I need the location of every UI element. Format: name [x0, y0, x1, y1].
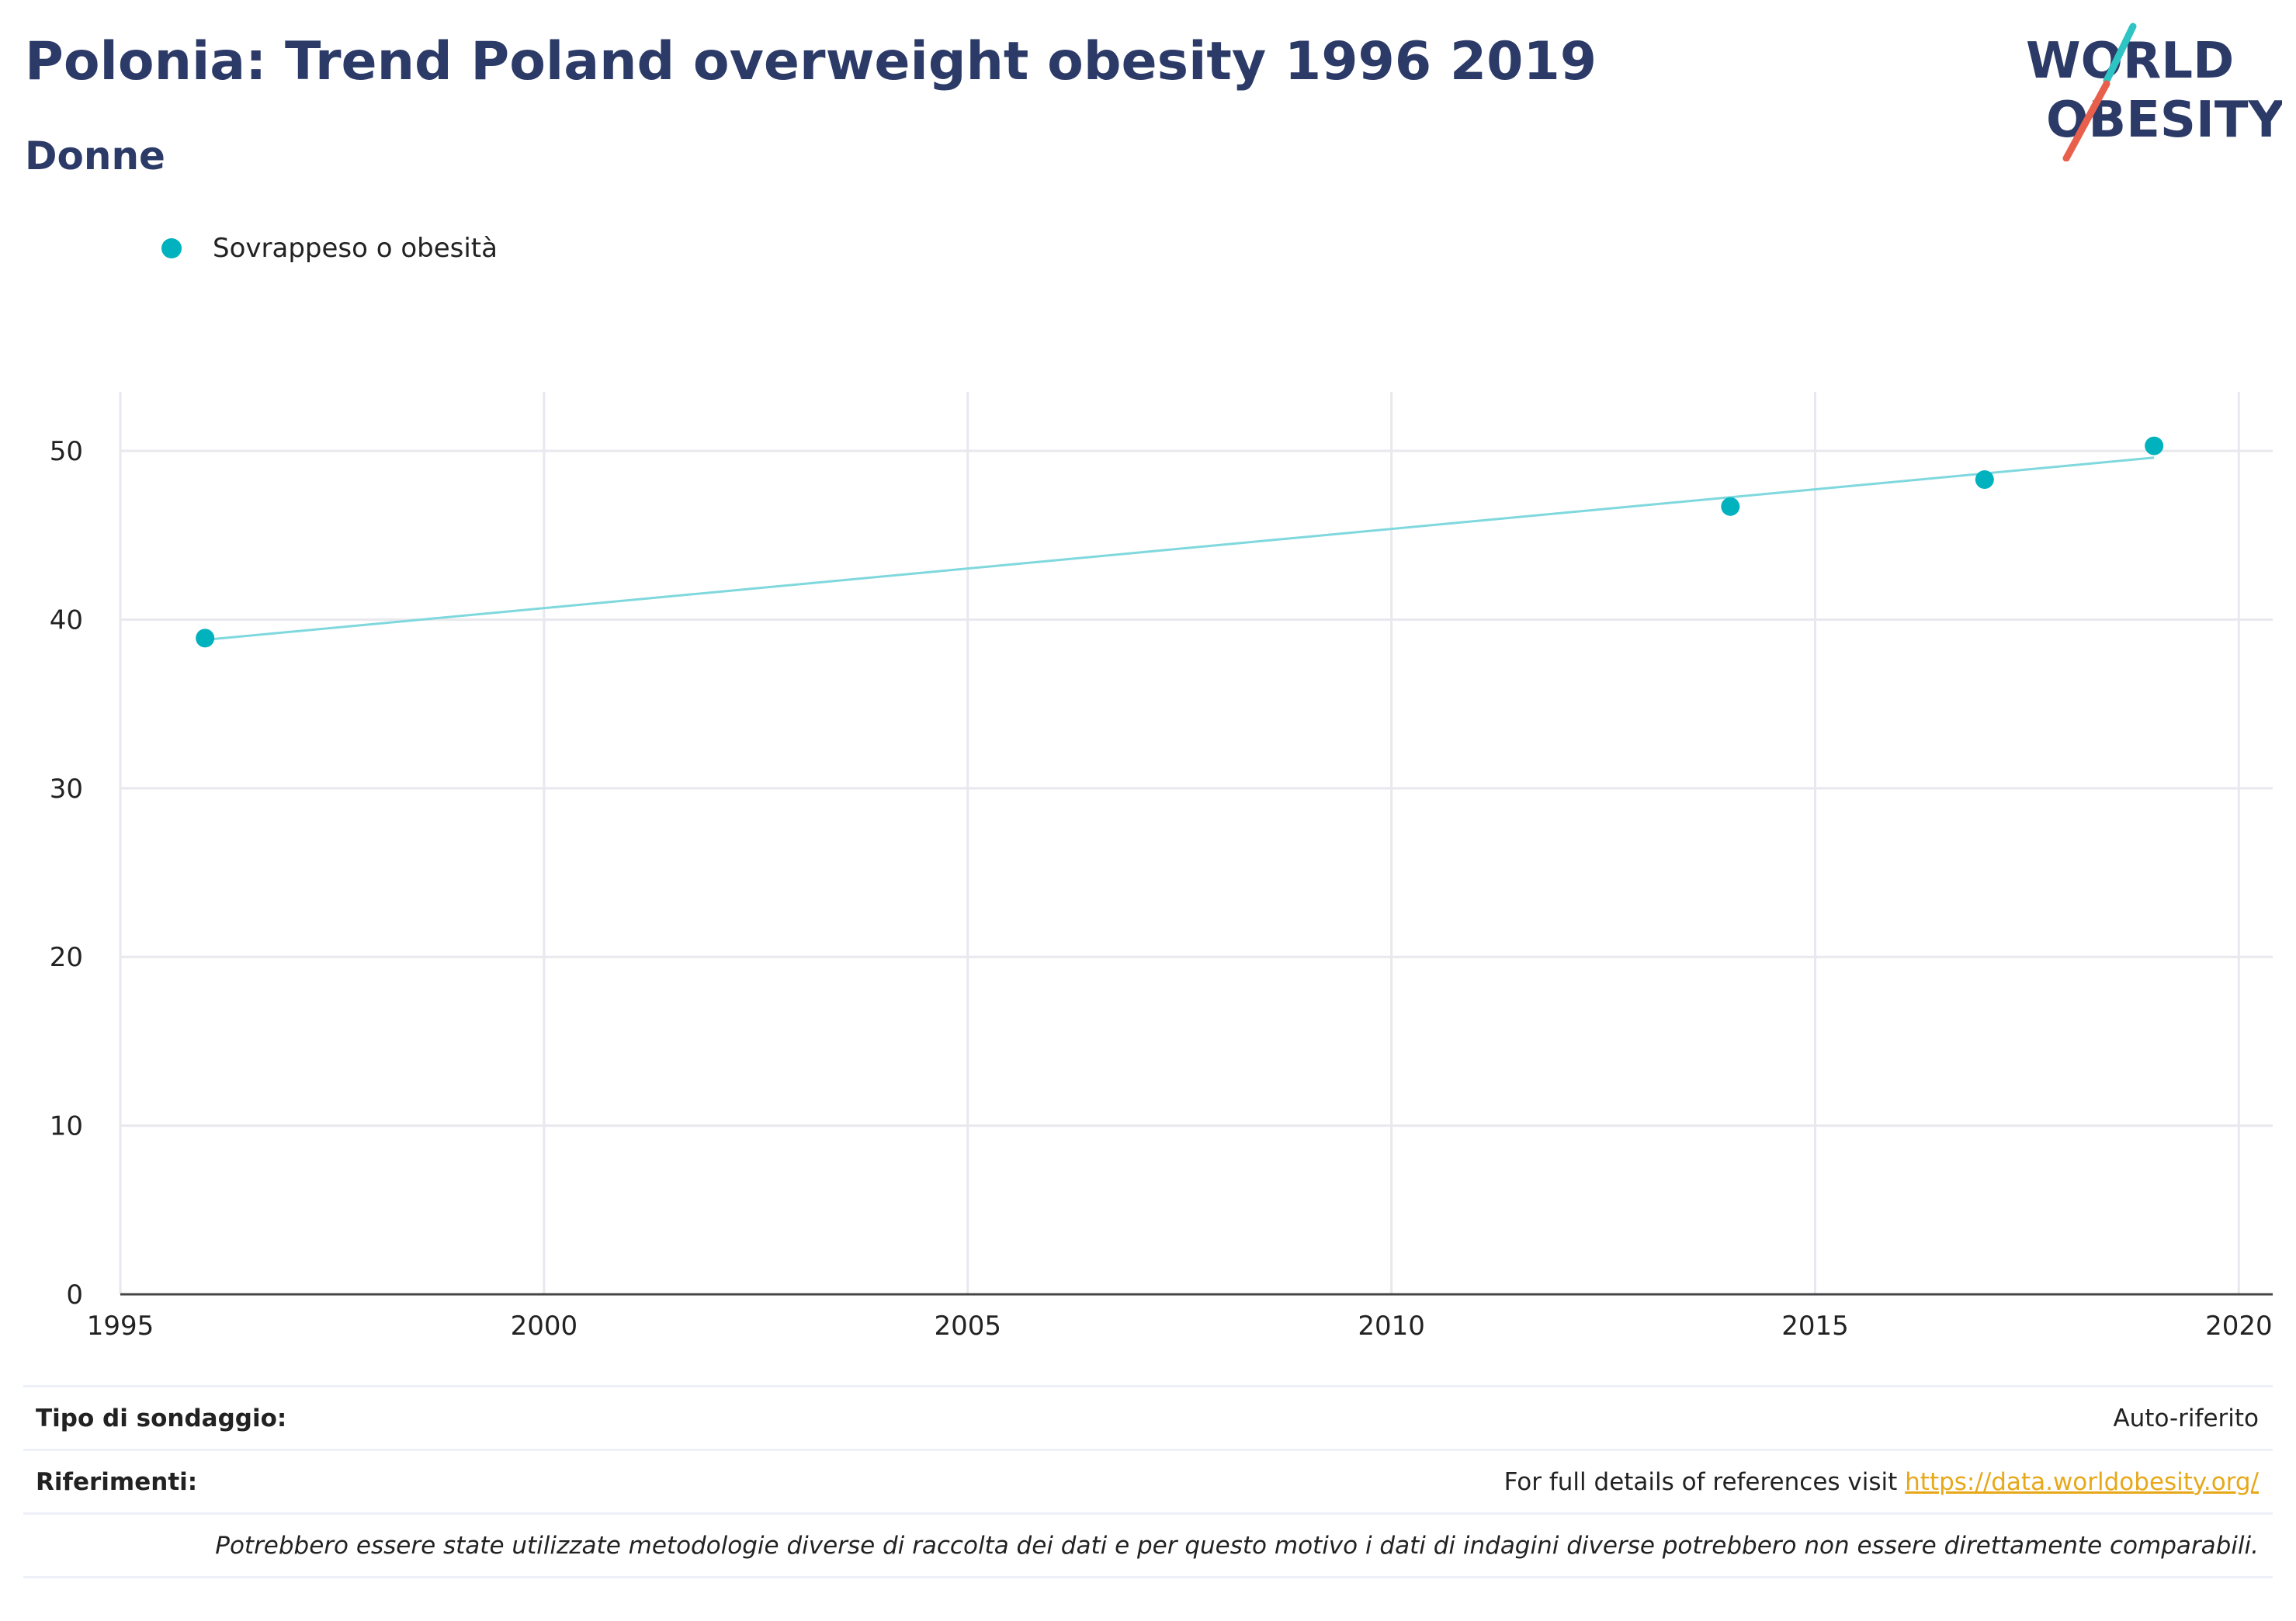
references-label: Riferimenti:	[36, 1467, 198, 1496]
y-tick-label: 30	[50, 774, 83, 805]
info-table: Tipo di sondaggio: Auto-riferito Riferim…	[23, 1385, 2273, 1578]
references-link[interactable]: https://data.worldobesity.org/	[1905, 1467, 2259, 1496]
survey-type-value: Auto-riferito	[2113, 1404, 2259, 1432]
x-tick-label: 2010	[1358, 1311, 1425, 1342]
logo-word-1: WORLD	[2026, 33, 2234, 90]
x-tick-label: 2015	[1781, 1311, 1849, 1342]
logo-slash-top	[2103, 23, 2137, 85]
data-point	[2145, 436, 2164, 455]
logo-word-2: OBESITY	[2046, 92, 2282, 149]
x-tick-label: 1995	[87, 1311, 154, 1342]
legend-label: Sovrappeso o obesità	[213, 233, 498, 264]
references-text: For full details of references visit	[1503, 1467, 1906, 1496]
chart-subtitle: Donne	[25, 133, 165, 178]
legend[interactable]: Sovrappeso o obesità	[161, 233, 498, 264]
survey-type-row: Tipo di sondaggio: Auto-riferito	[23, 1385, 2273, 1449]
trend-line	[205, 456, 2155, 642]
world-obesity-logo: WORLD OBESITY	[2026, 23, 2282, 161]
scatter-chart: 0 10 20 30 40 50 1995 2000 2005 2010 2015 2020	[50, 392, 2273, 1342]
x-tick-label: 2020	[2205, 1311, 2273, 1342]
methodology-note-row: Potrebbero essere state utilizzate metod…	[23, 1512, 2273, 1576]
data-point	[1721, 497, 1740, 516]
references-value: For full details of references visit htt…	[1504, 1468, 2259, 1496]
y-tick-label: 50	[50, 436, 83, 467]
legend-marker	[161, 238, 182, 258]
x-tick-label: 2000	[511, 1311, 578, 1342]
y-tick-label: 0	[66, 1280, 83, 1311]
logo-slash-bottom	[2062, 80, 2110, 161]
table-bottom-rule	[23, 1576, 2273, 1578]
chart-title: Polonia: Trend Poland overweight obesity…	[25, 31, 1597, 92]
y-tick-label: 40	[50, 604, 83, 636]
methodology-note: Potrebbero essere state utilizzate metod…	[215, 1531, 2259, 1560]
data-point	[196, 629, 215, 648]
survey-type-label: Tipo di sondaggio:	[36, 1404, 287, 1432]
y-tick-label: 20	[50, 942, 83, 973]
y-tick-label: 10	[50, 1111, 83, 1142]
references-row: Riferimenti: For full details of referen…	[23, 1449, 2273, 1512]
data-point	[1975, 470, 1994, 490]
x-tick-label: 2005	[934, 1311, 1001, 1342]
